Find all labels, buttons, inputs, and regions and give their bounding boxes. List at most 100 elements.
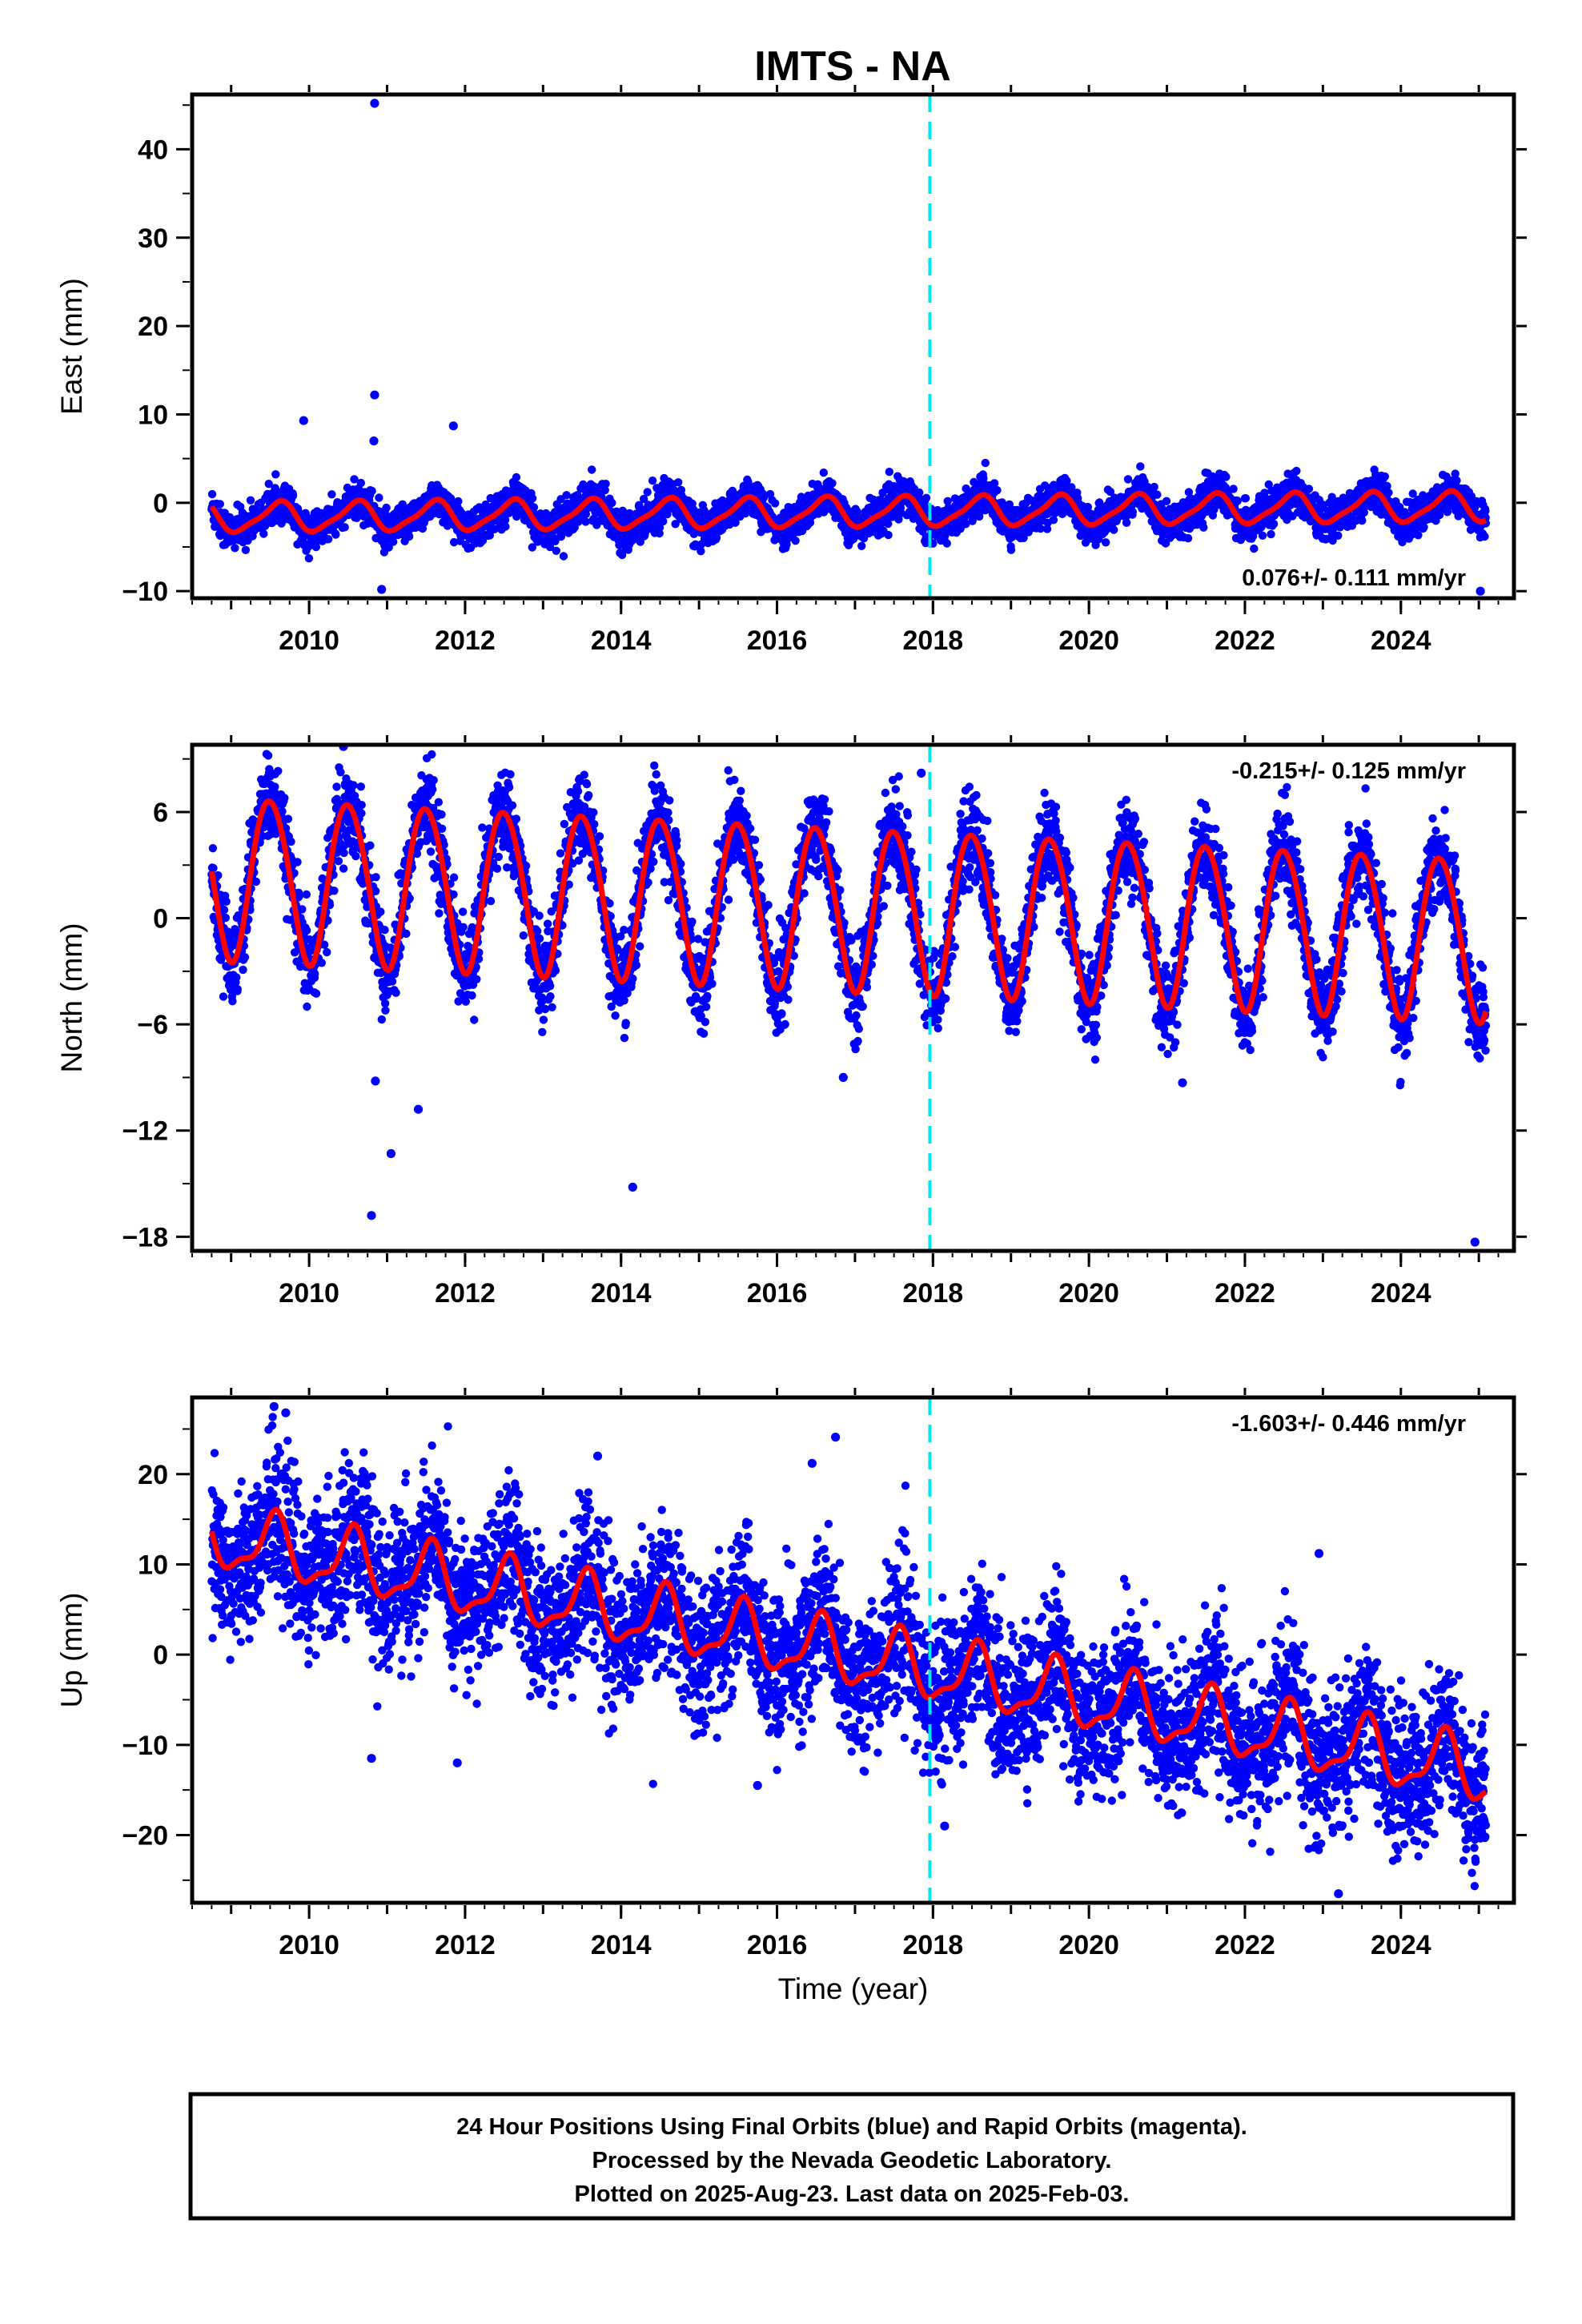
data-point (1222, 472, 1231, 481)
figure-title: IMTS - NA (754, 43, 951, 90)
data-point (1162, 497, 1171, 505)
data-point (1128, 508, 1138, 517)
data-point (655, 523, 665, 532)
data-point (671, 520, 680, 529)
data-point (1150, 482, 1158, 492)
data-point (1334, 531, 1343, 540)
data-point (581, 509, 590, 519)
data-point (1258, 531, 1267, 540)
data-point (993, 486, 1002, 495)
data-point (1250, 544, 1259, 553)
data-point (512, 472, 521, 482)
data-point (1414, 531, 1423, 540)
data-point (1241, 494, 1251, 503)
data-point (356, 478, 365, 488)
data-point (384, 543, 393, 552)
data-point (207, 489, 217, 499)
data-point (350, 475, 359, 484)
data-point (382, 503, 391, 513)
data-point (478, 536, 488, 545)
data-point (562, 491, 571, 500)
data-point (367, 486, 376, 496)
data-point (490, 525, 499, 533)
data-point (500, 516, 510, 525)
data-point (648, 476, 657, 485)
data-point (331, 530, 340, 539)
data-point (1199, 523, 1208, 532)
data-point (1304, 485, 1314, 493)
data-point (639, 494, 648, 504)
data-point (1267, 529, 1275, 539)
data-point (1049, 516, 1058, 525)
data-point (643, 488, 652, 497)
data-point (404, 532, 414, 541)
data-point (791, 537, 800, 545)
data-point (271, 470, 280, 479)
data-point (259, 529, 268, 538)
data-point (449, 537, 459, 547)
data-point (1292, 466, 1301, 476)
data-point (528, 494, 537, 503)
data-point (884, 530, 893, 540)
data-point (1123, 475, 1133, 484)
data-point (588, 465, 596, 474)
data-point (1183, 533, 1193, 543)
data-point (545, 542, 555, 552)
data-point (601, 480, 610, 489)
data-point (446, 494, 456, 503)
data-point (697, 547, 705, 556)
data-point (340, 523, 349, 532)
data-point (1153, 490, 1162, 499)
data-point (1229, 485, 1238, 493)
data-point (674, 478, 683, 487)
data-point (241, 545, 251, 554)
data-point (981, 458, 990, 468)
data-point (231, 544, 239, 553)
data-point (1233, 497, 1243, 505)
data-point (454, 497, 463, 506)
data-point (528, 543, 536, 552)
data-point (1419, 523, 1428, 532)
data-point (486, 493, 495, 503)
data-point (559, 552, 568, 561)
data-point (288, 491, 298, 501)
data-point (327, 490, 336, 499)
data-point (1269, 520, 1279, 529)
data-point (1006, 545, 1016, 554)
data-point (311, 542, 320, 552)
data-point (246, 496, 255, 505)
data-point (352, 513, 361, 522)
data-point (828, 479, 837, 488)
east-panel: 2010 2012 2014 2016 2018 2020 2022 2024−1001020… (55, 85, 1527, 656)
data-point (819, 468, 828, 477)
data-point (1122, 518, 1131, 527)
data-point (323, 535, 333, 544)
data-point (1380, 472, 1390, 481)
data-point (215, 500, 224, 509)
data-point (1358, 516, 1367, 525)
data-point (770, 499, 780, 508)
data-point (264, 480, 273, 489)
data-point (1384, 489, 1393, 497)
data-point (581, 517, 590, 526)
data-point (600, 485, 609, 495)
data-point (921, 493, 931, 502)
data-point (608, 498, 616, 508)
data-point (501, 522, 510, 531)
data-point (1101, 538, 1110, 547)
data-point (1110, 525, 1118, 534)
data-point (529, 503, 539, 512)
data-point (942, 539, 951, 548)
data-point (551, 537, 560, 545)
data-point (691, 540, 700, 549)
data-point (375, 493, 383, 502)
data-point (885, 468, 894, 476)
data-point (663, 509, 672, 519)
data-point (655, 529, 664, 538)
data-point (304, 554, 314, 563)
data-point (552, 546, 560, 555)
data-point (659, 517, 668, 526)
data-point (857, 541, 866, 550)
data-point (389, 537, 398, 546)
